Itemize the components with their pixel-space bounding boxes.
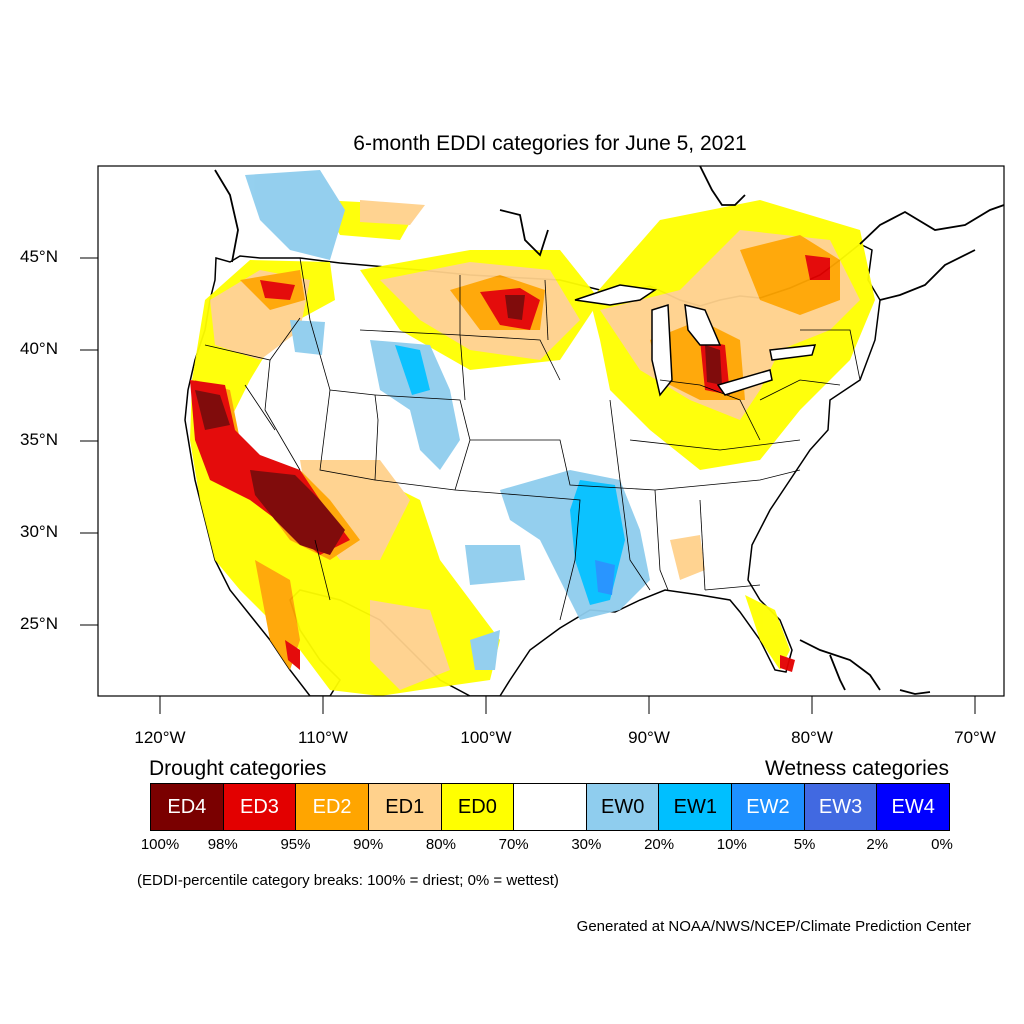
lon-label-120: 120°W xyxy=(134,728,186,747)
legend-note: (EDDI-percentile category breaks: 100% =… xyxy=(137,872,559,889)
percentile-break-label: 70% xyxy=(498,836,529,853)
percentile-break-label: 80% xyxy=(425,836,456,853)
lat-ticks xyxy=(80,257,98,626)
neighboring-coastlines xyxy=(214,166,1004,695)
lat-label-45: 45°N xyxy=(20,247,58,266)
state-boundaries xyxy=(204,257,861,621)
map-frame xyxy=(97,165,1005,697)
percentile-break-label: 10% xyxy=(716,836,747,853)
percentile-break-label: 100% xyxy=(140,836,180,853)
legend-category-ew2: EW2 xyxy=(732,784,805,830)
lon-label-80: 80°W xyxy=(791,728,833,747)
percentile-break-label: 5% xyxy=(793,836,816,853)
legend-category-ed2: ED2 xyxy=(296,784,369,830)
lon-label-70: 70°W xyxy=(954,728,996,747)
percentile-break-label: 98% xyxy=(207,836,238,853)
percentile-break-label: 95% xyxy=(280,836,311,853)
legend-category-ed3: ED3 xyxy=(223,784,297,830)
legend-category-neutral xyxy=(514,784,587,830)
legend-category-ew1: EW1 xyxy=(659,784,733,830)
lon-label-90: 90°W xyxy=(628,728,670,747)
lat-label-40: 40°N xyxy=(20,339,58,358)
legend-category-ed1: ED1 xyxy=(368,784,442,830)
lon-label-100: 100°W xyxy=(460,728,512,747)
legend-category-ed4: ED4 xyxy=(151,784,224,830)
great-lakes xyxy=(574,284,817,397)
category-shading xyxy=(190,170,875,696)
map-title: 6-month EDDI categories for June 5, 2021 xyxy=(353,132,747,155)
wetness-categories-heading: Wetness categories xyxy=(764,757,949,780)
legend-category-ew0: EW0 xyxy=(586,784,660,830)
eddi-map xyxy=(80,165,1005,714)
legend-category-ew4: EW4 xyxy=(877,784,950,830)
lon-ticks xyxy=(159,696,976,714)
percentile-break-label: 20% xyxy=(644,836,675,853)
lat-label-35: 35°N xyxy=(20,430,58,449)
percentile-break-label: 90% xyxy=(353,836,384,853)
lon-label-110: 110°W xyxy=(298,728,348,747)
category-legend: ED4 ED3 ED2 ED1 ED0 EW0 EW1 EW2 EW3 EW4 xyxy=(150,783,950,831)
lat-label-30: 30°N xyxy=(20,522,58,541)
legend-category-ed0: ED0 xyxy=(441,784,515,830)
percentile-break-label: 0% xyxy=(931,836,953,853)
credit-line: Generated at NOAA/NWS/NCEP/Climate Predi… xyxy=(576,918,971,935)
lat-label-25: 25°N xyxy=(20,614,58,633)
percentile-break-label: 2% xyxy=(866,836,889,853)
drought-categories-heading: Drought categories xyxy=(149,757,327,780)
legend-category-ew3: EW3 xyxy=(804,784,878,830)
percentile-break-label: 30% xyxy=(571,836,602,853)
